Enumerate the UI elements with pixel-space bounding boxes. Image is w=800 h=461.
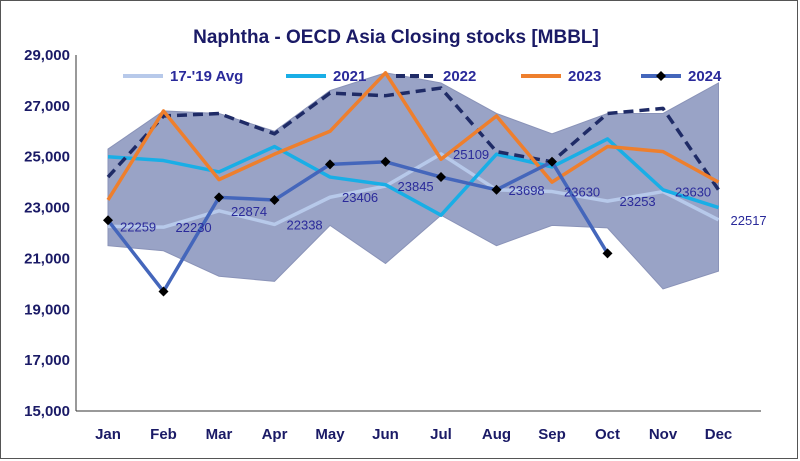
data-label: 22230: [176, 220, 212, 235]
data-point-2024: [325, 159, 335, 170]
data-point-2024: [547, 156, 557, 167]
data-label-layer: 22259 22230 22874 22338 23406 23845 25109 23698…: [120, 147, 767, 235]
x-tick-labels: Jan Feb Mar Apr May Jun Jul Aug Sep Oct Nov Dec: [95, 426, 732, 443]
data-point-2024: [491, 184, 502, 195]
chart-title: Naphtha - OECD Asia Closing stocks [MBBL…: [193, 27, 599, 48]
data-label: 23630: [675, 185, 711, 200]
data-label: 22874: [231, 204, 267, 219]
x-tick-label: Feb: [150, 426, 177, 443]
legend-label: 17-'19 Avg: [170, 68, 243, 85]
x-tick-label: Nov: [649, 426, 678, 443]
min-max-range-band: [107, 72, 719, 290]
x-tick-label: May: [315, 426, 345, 443]
x-tick-label: Jul: [430, 426, 452, 443]
data-point-2024: [269, 194, 280, 205]
data-label: 25109: [453, 147, 489, 162]
data-label: 23630: [564, 185, 600, 200]
data-point-2024: [103, 215, 113, 226]
legend-label: 2024: [688, 68, 722, 85]
data-label: 23406: [342, 190, 378, 205]
series-line-2024: [106, 160, 609, 294]
y-tick-label: 23,000: [24, 200, 70, 217]
x-tick-label: Aug: [482, 426, 511, 443]
data-label: 22517: [731, 213, 767, 228]
data-point-2024: [380, 156, 391, 167]
data-point-2024: [602, 248, 613, 259]
legend-label: 2021: [333, 68, 366, 85]
y-tick-label: 17,000: [24, 352, 70, 369]
data-point-2024: [214, 192, 224, 203]
y-tick-label: 19,000: [24, 301, 70, 318]
range-band-layer: [107, 72, 719, 290]
y-tick-label: 27,000: [24, 98, 70, 115]
legend-label: 2023: [568, 68, 601, 85]
series-line-2023: [106, 71, 720, 201]
y-tick-label: 21,000: [24, 250, 70, 267]
x-tick-label: Apr: [262, 426, 288, 443]
data-label: 23253: [620, 194, 656, 209]
x-tick-label: Dec: [705, 426, 733, 443]
x-tick-label: Jun: [372, 426, 399, 443]
x-tick-label: Jan: [95, 426, 121, 443]
series-layer: [103, 71, 720, 297]
x-tick-label: Sep: [538, 426, 566, 443]
data-point-2024: [158, 286, 169, 297]
x-tick-label: Oct: [595, 426, 620, 443]
series-line-2022: [106, 86, 720, 191]
legend-marker: [656, 71, 666, 81]
y-tick-labels: 15,000 17,000 19,000 21,000 23,000 25,000 27,0…: [24, 47, 70, 420]
data-label: 22338: [287, 217, 323, 232]
data-label: 22259: [120, 219, 156, 234]
data-point-2024: [436, 172, 446, 183]
data-label: 23698: [509, 183, 545, 198]
legend: 17-'19 Avg 2021 2022 2023 2024: [123, 68, 722, 85]
data-label: 23845: [398, 179, 434, 194]
x-tick-label: Mar: [206, 426, 233, 443]
y-tick-label: 29,000: [24, 47, 70, 64]
legend-label: 2022: [443, 68, 476, 85]
y-tick-label: 25,000: [24, 149, 70, 166]
y-tick-label: 15,000: [24, 403, 70, 420]
